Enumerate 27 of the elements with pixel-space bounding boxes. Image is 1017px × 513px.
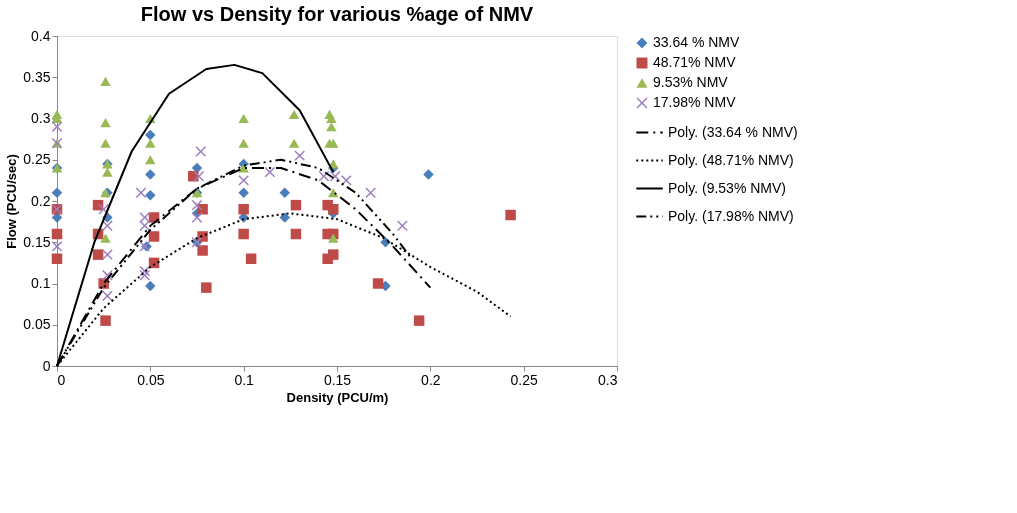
x-tick-label: 0.2 xyxy=(421,371,441,388)
y-tick-label: 0.05 xyxy=(23,316,51,333)
y-tick-label: 0.15 xyxy=(23,233,51,250)
legend-label: 48.71% NMV xyxy=(653,54,737,70)
legend-label: 17.98% NMV xyxy=(653,94,737,110)
x-tick-label: 0 xyxy=(57,371,66,388)
y-tick-label: 0.1 xyxy=(31,275,51,291)
y-tick-label: 0.4 xyxy=(31,27,51,44)
legend-label: Poly. (9.53% NMV) xyxy=(668,179,786,196)
y-tick-label: 0.25 xyxy=(23,151,51,168)
legend-label: Poly. (48.71% NMV) xyxy=(668,151,794,168)
x-tick-label: 0.25 xyxy=(510,371,538,388)
y-tick-label: 0.3 xyxy=(31,110,51,126)
legend-label: Poly. (33.64 % NMV) xyxy=(668,123,798,140)
x-tick-label: 0.1 xyxy=(234,371,255,388)
legend-label: 9.53% NMV xyxy=(653,74,729,90)
y-tick-label: 0 xyxy=(42,357,51,374)
x-tick-label: 0.05 xyxy=(137,371,165,388)
y-tick-label: 0.35 xyxy=(23,68,51,85)
legend-label: 33.64 % NMV xyxy=(653,34,741,50)
chart-title: Flow vs Density for various %age of NMV xyxy=(140,3,534,25)
x-axis-title: Density (PCU/m) xyxy=(286,389,389,405)
legend-label: Poly. (17.98% NMV) xyxy=(668,207,794,224)
y-tick-label: 0.2 xyxy=(31,192,51,209)
y-axis-title: Flow (PCU/sec) xyxy=(4,154,20,249)
x-tick-label: 0.15 xyxy=(323,371,352,388)
x-tick-label: 0.3 xyxy=(598,371,618,388)
